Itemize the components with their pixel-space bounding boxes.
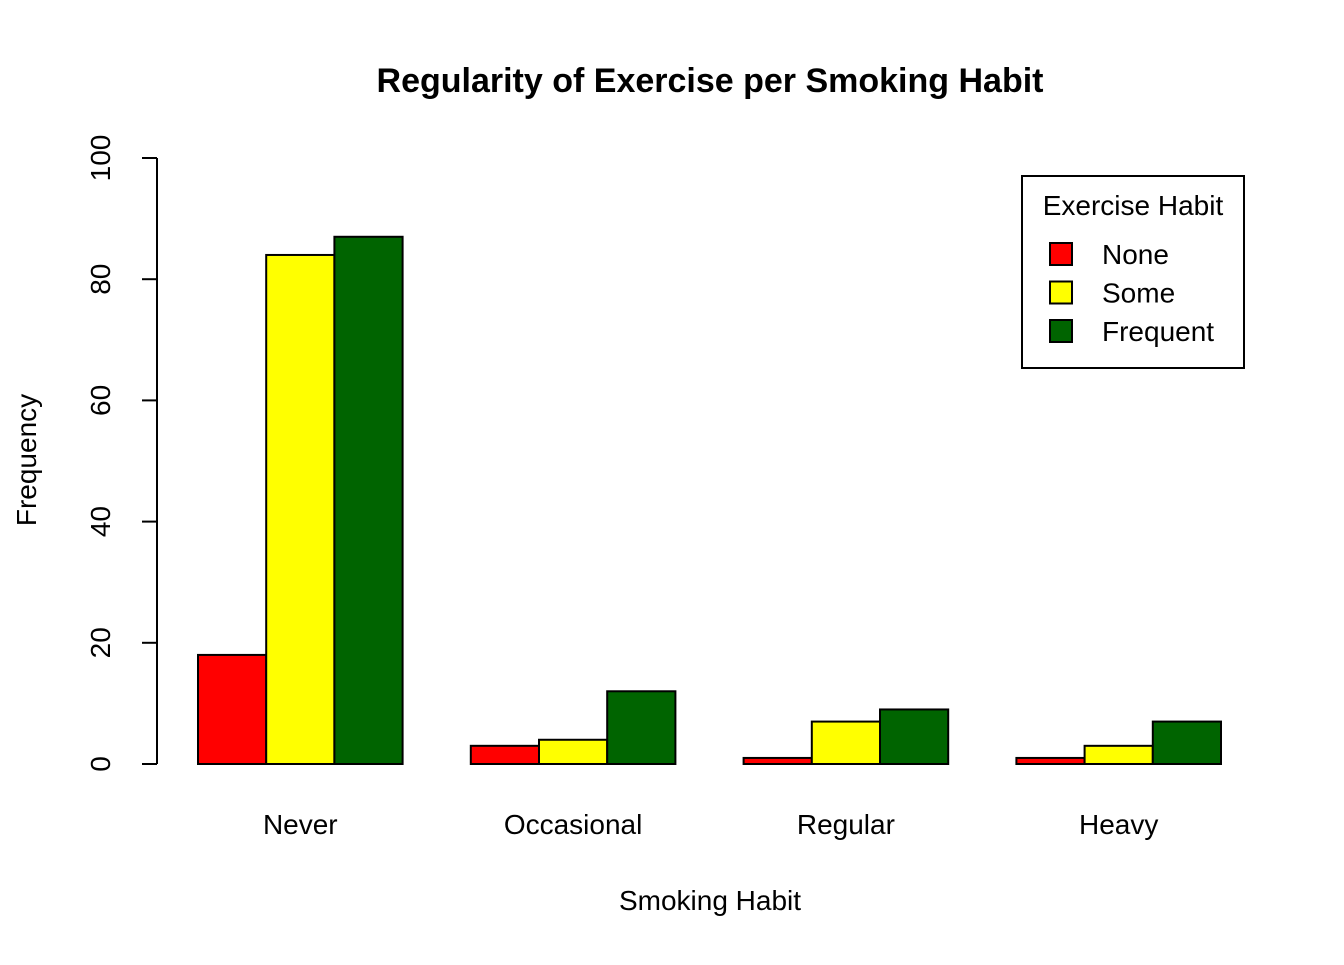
x-tick-label: Heavy	[1079, 809, 1158, 840]
bar-some-occasional	[538, 738, 609, 766]
plot-area	[197, 235, 1223, 766]
x-axis-title: Smoking Habit	[619, 885, 801, 916]
y-tick-label: 20	[85, 627, 116, 658]
y-tick-label: 0	[85, 756, 116, 772]
x-axis-labels: Never Occasional Regular Heavy	[263, 809, 1158, 840]
y-axis-title: Frequency	[11, 394, 42, 526]
y-tick-label: 60	[85, 385, 116, 416]
legend-swatch	[1049, 242, 1073, 266]
bar-some-never	[265, 253, 336, 766]
y-tick-label: 100	[85, 135, 116, 182]
bar-none-heavy	[1015, 756, 1086, 766]
legend-swatch	[1049, 280, 1073, 305]
x-tick-label: Regular	[797, 809, 895, 840]
bar-frequent-regular	[879, 708, 950, 766]
legend-title: Exercise Habit	[1043, 190, 1224, 221]
bar-none-regular	[742, 756, 813, 766]
legend-label: Frequent	[1102, 316, 1214, 347]
bar-frequent-never	[333, 235, 404, 765]
bar-frequent-heavy	[1151, 720, 1223, 766]
y-tick-label: 80	[85, 264, 116, 295]
bar-some-heavy	[1083, 744, 1154, 766]
legend-label: Some	[1102, 278, 1175, 309]
bar-none-occasional	[469, 744, 540, 766]
x-tick-label: Occasional	[504, 809, 643, 840]
legend: Exercise Habit None Some Frequent	[1021, 175, 1245, 369]
y-tick-label: 40	[85, 506, 116, 537]
legend-items: None Some Frequent	[1049, 239, 1214, 347]
legend-label: None	[1102, 239, 1169, 270]
legend-swatch	[1049, 319, 1073, 343]
bar-frequent-occasional	[606, 690, 677, 766]
chart-title: Regularity of Exercise per Smoking Habit	[377, 62, 1044, 100]
y-axis: 0 20 40 60 80 100	[85, 135, 158, 772]
bar-none-never	[197, 653, 268, 765]
x-tick-label: Never	[263, 809, 338, 840]
bar-some-regular	[810, 720, 881, 766]
